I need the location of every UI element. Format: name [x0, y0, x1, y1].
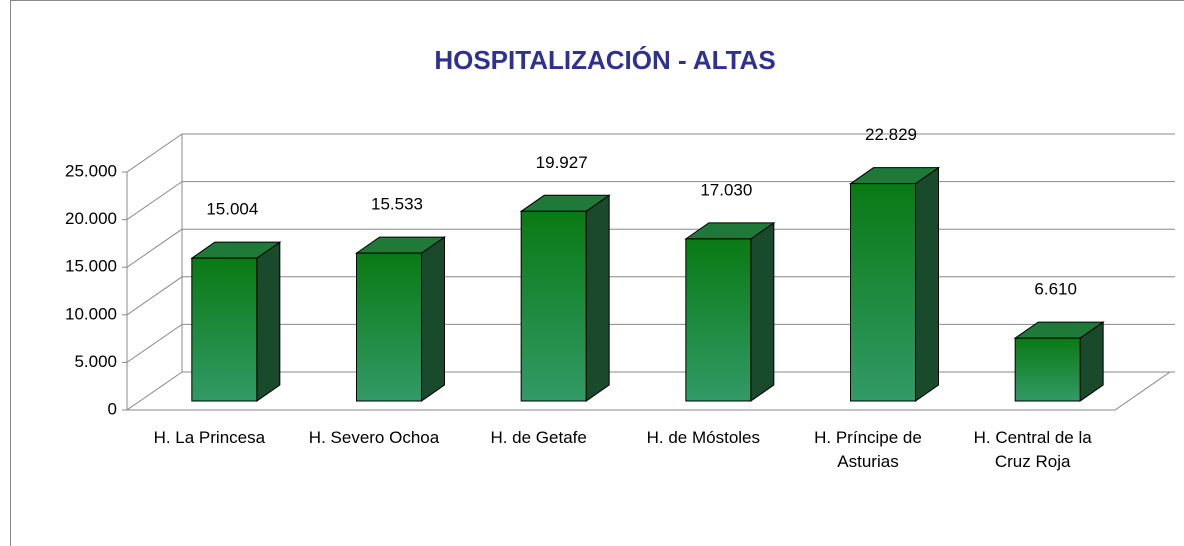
x-tick-label: H. de Móstoles [646, 428, 761, 447]
floor [127, 371, 1171, 411]
value-label: 15.533 [371, 195, 423, 214]
grid-line [126, 371, 183, 411]
value-label: 17.030 [700, 180, 752, 199]
bar [190, 241, 282, 402]
y-tick-label: 15.000 [65, 257, 117, 276]
bar-front [850, 183, 916, 402]
bar-front [191, 257, 258, 402]
value-label: 22.829 [865, 125, 917, 144]
x-tick-label: H. de Getafe [490, 428, 587, 447]
bar-side [915, 166, 939, 402]
bar [519, 194, 611, 402]
bar [684, 221, 776, 402]
y-tick-label: 25.000 [65, 161, 117, 180]
bar [354, 236, 447, 402]
x-tick-label: H. Central de la Cruz Roja [973, 428, 1092, 471]
y-tick-label: 0 [108, 399, 117, 418]
bar [848, 166, 941, 402]
bar-side [750, 221, 775, 402]
bar-front [685, 238, 752, 402]
grid-line [126, 133, 183, 173]
x-tick-label: H. La Princesa [153, 428, 266, 447]
value-label: 6.610 [1034, 280, 1077, 299]
bar [1013, 321, 1105, 402]
bar-front [1014, 337, 1081, 402]
y-tick-label: 10.000 [65, 304, 117, 323]
grid-line [126, 228, 183, 268]
bar-front [356, 252, 422, 402]
x-tick-label: H. Príncipe de Asturias [814, 428, 922, 471]
grid-line [126, 181, 183, 221]
bar-front [520, 210, 587, 402]
value-label: 15.004 [206, 200, 258, 219]
grid-line [126, 276, 183, 316]
grid-line [126, 323, 183, 363]
y-tick-label: 5.000 [74, 352, 117, 371]
bar-side [421, 236, 445, 402]
y-tick-label: 20.000 [65, 209, 117, 228]
chart-border [10, 0, 1184, 546]
chart-title: HOSPITALIZACIÓN - ALTAS [434, 45, 775, 75]
bar-side [585, 194, 610, 402]
value-label: 19.927 [536, 153, 588, 172]
x-tick-label: H. Severo Ochoa [308, 428, 440, 447]
bar-side [256, 241, 281, 402]
